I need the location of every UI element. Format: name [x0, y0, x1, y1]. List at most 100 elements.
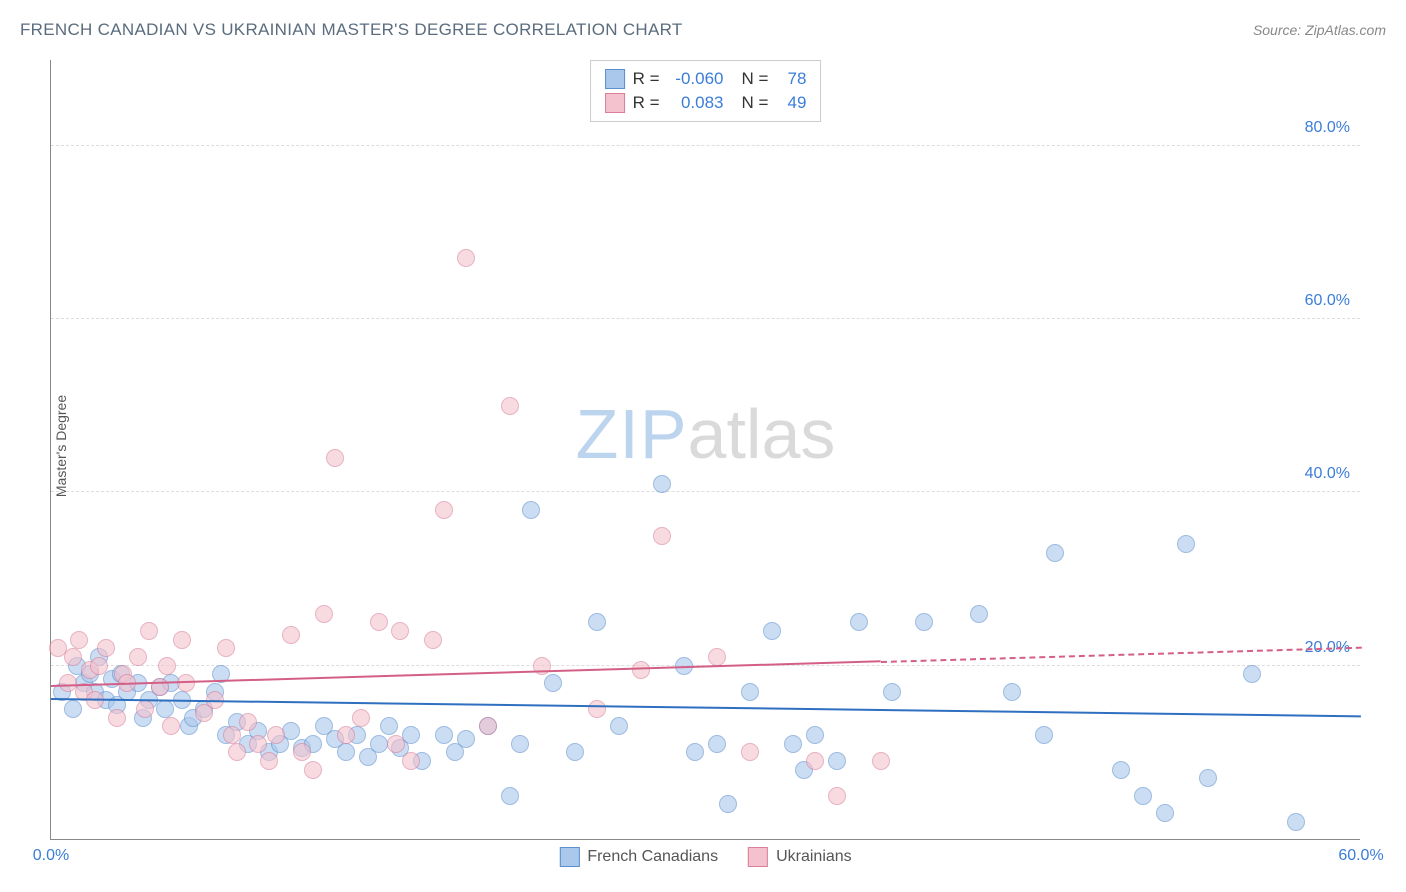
data-point — [522, 501, 540, 519]
data-point — [1287, 813, 1305, 831]
plot-area: ZIPatlas 20.0%40.0%60.0%80.0%0.0%60.0%R … — [50, 60, 1360, 840]
data-point — [337, 726, 355, 744]
source-label: Source: ZipAtlas.com — [1253, 22, 1386, 38]
data-point — [391, 622, 409, 640]
data-point — [267, 726, 285, 744]
watermark-zip: ZIP — [576, 395, 688, 473]
data-point — [223, 726, 241, 744]
stat-n-label: N = — [742, 93, 769, 113]
data-point — [1046, 544, 1064, 562]
legend-label: Ukrainians — [776, 848, 852, 866]
data-point — [282, 626, 300, 644]
data-point — [653, 475, 671, 493]
data-point — [653, 527, 671, 545]
legend-swatch — [605, 93, 625, 113]
stats-legend: R =-0.060N =78R =0.083N =49 — [590, 60, 822, 122]
stat-n-value: 78 — [776, 69, 806, 89]
data-point — [806, 752, 824, 770]
data-point — [70, 631, 88, 649]
trend-line-dashed — [881, 646, 1361, 662]
stat-r-label: R = — [633, 93, 660, 113]
x-tick-label: 0.0% — [33, 847, 69, 865]
stats-row: R =-0.060N =78 — [605, 67, 807, 91]
data-point — [686, 743, 704, 761]
legend-label: French Canadians — [587, 848, 718, 866]
data-point — [380, 717, 398, 735]
data-point — [97, 639, 115, 657]
data-point — [457, 730, 475, 748]
data-point — [337, 743, 355, 761]
data-point — [402, 752, 420, 770]
data-point — [632, 661, 650, 679]
data-point — [402, 726, 420, 744]
data-point — [90, 657, 108, 675]
data-point — [387, 735, 405, 753]
data-point — [1156, 804, 1174, 822]
data-point — [566, 743, 584, 761]
data-point — [544, 674, 562, 692]
data-point — [970, 605, 988, 623]
data-point — [326, 449, 344, 467]
data-point — [763, 622, 781, 640]
watermark-atlas: atlas — [688, 395, 836, 473]
data-point — [64, 648, 82, 666]
data-point — [588, 613, 606, 631]
data-point — [158, 657, 176, 675]
chart-title: FRENCH CANADIAN VS UKRAINIAN MASTER'S DE… — [20, 20, 683, 40]
data-point — [1003, 683, 1021, 701]
data-point — [741, 683, 759, 701]
data-point — [850, 613, 868, 631]
data-point — [435, 501, 453, 519]
legend-item: Ukrainians — [748, 847, 852, 867]
stat-n-label: N = — [742, 69, 769, 89]
y-tick-label: 80.0% — [1305, 119, 1365, 137]
data-point — [136, 700, 154, 718]
data-point — [1035, 726, 1053, 744]
data-point — [501, 787, 519, 805]
y-tick-label: 60.0% — [1305, 292, 1365, 310]
data-point — [239, 713, 257, 731]
data-point — [511, 735, 529, 753]
data-point — [741, 743, 759, 761]
data-point — [883, 683, 901, 701]
gridline — [51, 318, 1360, 319]
stat-r-value: 0.083 — [668, 93, 724, 113]
data-point — [708, 648, 726, 666]
data-point — [1199, 769, 1217, 787]
data-point — [129, 648, 147, 666]
data-point — [108, 709, 126, 727]
data-point — [217, 639, 235, 657]
data-point — [872, 752, 890, 770]
data-point — [435, 726, 453, 744]
data-point — [162, 717, 180, 735]
legend: French Canadians Ukrainians — [559, 847, 851, 867]
data-point — [293, 743, 311, 761]
stat-n-value: 49 — [776, 93, 806, 113]
data-point — [140, 622, 158, 640]
data-point — [370, 735, 388, 753]
data-point — [260, 752, 278, 770]
data-point — [610, 717, 628, 735]
data-point — [156, 700, 174, 718]
data-point — [249, 735, 267, 753]
y-tick-label: 40.0% — [1305, 465, 1365, 483]
data-point — [828, 752, 846, 770]
gridline — [51, 491, 1360, 492]
data-point — [64, 700, 82, 718]
stats-row: R = 0.083 N = 49 — [605, 91, 807, 115]
data-point — [588, 700, 606, 718]
x-tick-label: 60.0% — [1338, 847, 1383, 865]
data-point — [501, 397, 519, 415]
legend-swatch — [559, 847, 579, 867]
data-point — [1243, 665, 1261, 683]
legend-swatch — [748, 847, 768, 867]
data-point — [915, 613, 933, 631]
data-point — [806, 726, 824, 744]
watermark: ZIPatlas — [576, 394, 836, 474]
legend-item: French Canadians — [559, 847, 718, 867]
data-point — [1177, 535, 1195, 553]
legend-swatch — [605, 69, 625, 89]
gridline — [51, 145, 1360, 146]
data-point — [784, 735, 802, 753]
stat-r-label: R = — [633, 69, 660, 89]
